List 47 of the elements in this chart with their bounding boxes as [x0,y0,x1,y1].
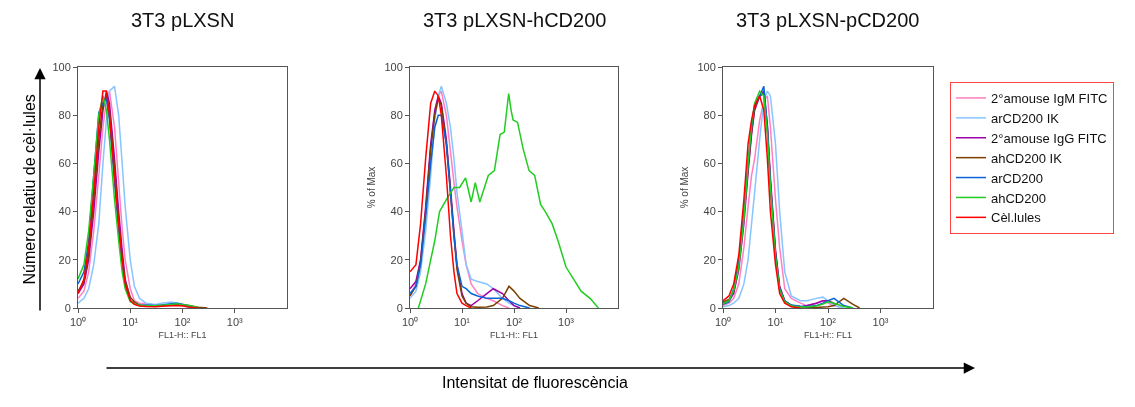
x-tick-label: 10³ [558,316,575,329]
chart-title: 3T3 pLXSN [131,9,235,31]
legend-label: 2°amouse IgG FITC [991,130,1107,146]
text: Intensitat de fluorescència [442,374,628,391]
legend-label: arCD200 IK [991,110,1060,126]
y-tick-label: 40 [390,205,403,218]
y-tick-label: 100 [384,60,403,73]
y-tick-label: 0 [64,301,71,314]
y-axis-title: % of Max [679,166,691,209]
y-tick-label: 20 [390,253,403,266]
y-tick-label: 60 [703,157,716,170]
legend-label: ahCD200 [991,190,1046,206]
x-tick-label: 10² [820,316,837,329]
y-tick-label: 100 [52,60,71,73]
y-tick-label: 20 [58,253,71,266]
y-tick-label: 40 [58,205,71,218]
y-axis-title: % of Max [366,166,378,209]
text: Número relatiu de cèl·lules [20,94,38,285]
y-tick-label: 80 [58,109,71,122]
y-tick-label: 60 [390,157,403,170]
x-axis-title: FL1-H:: FL1 [803,330,853,340]
x-tick-label: 10³ [226,316,244,329]
x-tick-label: 10⁰ [401,316,419,329]
chart-title: 3T3 pLXSN-pCD200 [736,9,920,31]
x-tick-label: 10² [174,316,191,329]
y-tick-label: 0 [709,301,716,314]
legend-label: ahCD200 IK [991,150,1063,166]
legend-label: Cèl.lules [991,210,1042,226]
legend-label: arCD200 [991,170,1044,186]
x-axis-title: FL1-H:: FL1 [158,330,207,340]
legend-label: 2°amouse IgM FITC [991,91,1108,107]
x-tick-label: 10⁰ [69,316,87,329]
x-tick-label: 10¹ [454,316,471,329]
x-axis-title: FL1-H:: FL1 [489,330,539,340]
y-tick-label: 0 [396,301,403,314]
x-tick-label: 10⁰ [714,316,732,329]
y-tick-label: 80 [703,109,716,122]
x-tick-label: 10² [506,316,523,329]
chart-title: 3T3 pLXSN-hCD200 [423,9,607,31]
x-tick-label: 10¹ [767,316,784,329]
y-tick-label: 100 [697,60,716,73]
y-tick-label: 60 [58,157,71,170]
x-tick-label: 10³ [872,316,889,329]
y-tick-label: 20 [703,253,716,266]
x-tick-label: 10¹ [122,316,139,329]
y-tick-label: 80 [390,109,403,122]
y-tick-label: 40 [703,205,716,218]
